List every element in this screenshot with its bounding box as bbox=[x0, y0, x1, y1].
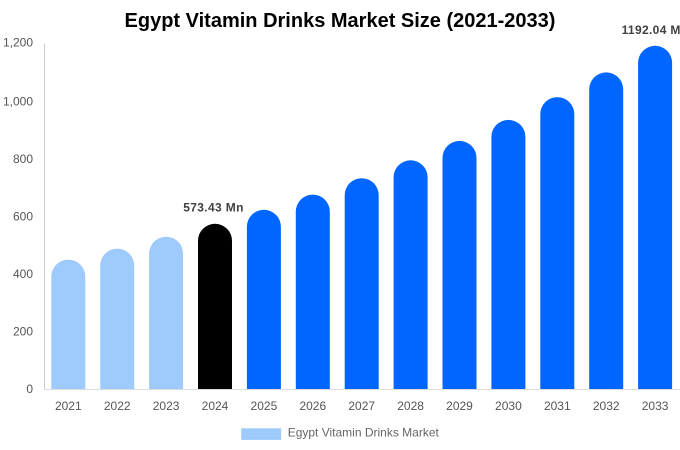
svg-text:2033: 2033 bbox=[642, 399, 669, 413]
svg-text:2028: 2028 bbox=[397, 399, 424, 413]
svg-text:400: 400 bbox=[13, 267, 33, 281]
svg-text:2031: 2031 bbox=[544, 399, 571, 413]
svg-text:1192.04 Mn: 1192.04 Mn bbox=[622, 23, 680, 37]
svg-text:0: 0 bbox=[26, 382, 33, 396]
svg-text:2030: 2030 bbox=[495, 399, 522, 413]
svg-text:2022: 2022 bbox=[104, 399, 131, 413]
svg-text:200: 200 bbox=[13, 325, 33, 339]
svg-text:2029: 2029 bbox=[446, 399, 473, 413]
svg-text:Egypt Vitamin Drinks Market: Egypt Vitamin Drinks Market bbox=[288, 426, 440, 440]
svg-text:573.43 Mn: 573.43 Mn bbox=[183, 201, 244, 215]
svg-text:2024: 2024 bbox=[202, 399, 229, 413]
svg-text:2032: 2032 bbox=[593, 399, 620, 413]
svg-text:2026: 2026 bbox=[299, 399, 326, 413]
svg-text:2023: 2023 bbox=[153, 399, 180, 413]
svg-text:1,000: 1,000 bbox=[3, 94, 33, 108]
svg-text:2021: 2021 bbox=[55, 399, 82, 413]
svg-text:800: 800 bbox=[13, 152, 33, 166]
svg-text:2025: 2025 bbox=[251, 399, 278, 413]
svg-text:2027: 2027 bbox=[348, 399, 375, 413]
svg-text:Egypt Vitamin Drinks Market Si: Egypt Vitamin Drinks Market Size (2021-2… bbox=[125, 10, 556, 32]
svg-text:600: 600 bbox=[13, 209, 33, 223]
svg-text:1,200: 1,200 bbox=[3, 36, 33, 50]
